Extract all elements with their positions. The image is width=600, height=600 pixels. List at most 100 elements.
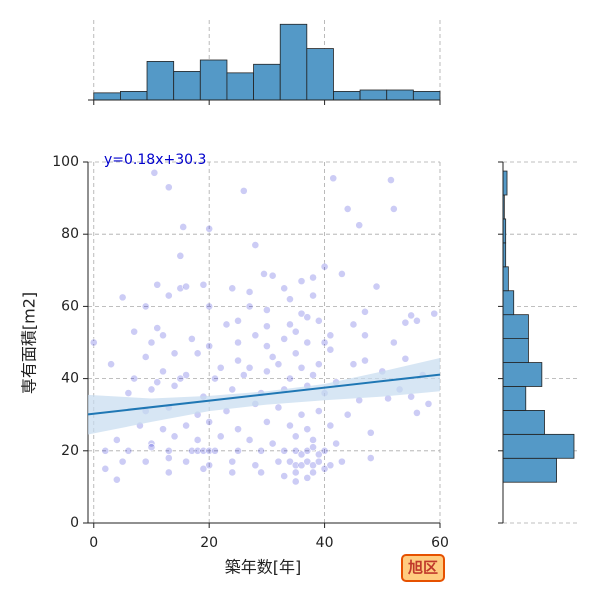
- point: [338, 270, 346, 278]
- point: [170, 432, 179, 441]
- point: [222, 320, 231, 329]
- point: [401, 354, 410, 363]
- point: [309, 443, 317, 452]
- point: [372, 282, 381, 291]
- bar: [226, 72, 254, 101]
- point: [239, 186, 248, 195]
- point: [147, 385, 156, 394]
- point: [159, 425, 167, 434]
- bar: [120, 91, 148, 101]
- point: [262, 418, 271, 426]
- fit-line: [87, 373, 441, 416]
- point: [199, 464, 208, 473]
- point: [187, 446, 196, 455]
- point: [297, 309, 306, 318]
- point: [150, 168, 159, 177]
- point: [193, 446, 202, 455]
- point: [205, 461, 214, 470]
- point: [291, 446, 300, 455]
- point: [343, 205, 352, 213]
- point: [205, 224, 214, 233]
- point: [205, 446, 214, 455]
- point: [268, 439, 277, 448]
- point: [314, 407, 323, 415]
- y-tick-label: 0: [70, 515, 79, 531]
- point: [164, 468, 173, 477]
- point: [216, 363, 225, 372]
- point: [153, 378, 162, 387]
- point: [286, 295, 294, 304]
- bar: [412, 91, 441, 101]
- point: [303, 457, 312, 466]
- point: [182, 457, 190, 466]
- point: [309, 371, 317, 379]
- point: [216, 432, 225, 441]
- point: [228, 468, 237, 477]
- point: [101, 446, 110, 455]
- bar: [502, 457, 557, 483]
- point: [257, 446, 266, 455]
- point: [141, 457, 150, 466]
- point: [297, 450, 306, 459]
- point: [387, 176, 395, 184]
- point: [182, 282, 190, 291]
- point: [262, 367, 271, 376]
- badge: 旭区: [407, 559, 438, 577]
- point: [107, 360, 115, 369]
- point: [234, 338, 242, 347]
- bar: [93, 92, 121, 101]
- point: [303, 446, 312, 455]
- point: [147, 443, 156, 452]
- point: [245, 363, 254, 372]
- point: [332, 439, 341, 448]
- y-tick-label: 80: [61, 226, 79, 242]
- annotation: y=0.18x+30.3: [104, 152, 206, 168]
- point: [430, 309, 439, 318]
- point: [314, 457, 323, 466]
- y-tick-label: 100: [52, 154, 79, 170]
- point: [338, 457, 346, 466]
- point: [366, 454, 375, 462]
- point: [164, 183, 173, 192]
- point: [112, 436, 121, 444]
- point: [101, 464, 110, 473]
- point: [303, 473, 312, 482]
- point: [274, 457, 283, 466]
- point: [176, 284, 185, 293]
- x-axis-label: 築年数[年]: [225, 558, 302, 577]
- point: [193, 436, 202, 444]
- point: [262, 306, 271, 314]
- point: [361, 331, 369, 340]
- point: [228, 457, 237, 466]
- bar: [199, 59, 228, 101]
- point: [245, 302, 254, 311]
- bar: [502, 362, 543, 387]
- point: [274, 403, 283, 412]
- point: [182, 371, 190, 379]
- bar: [253, 63, 281, 101]
- point: [297, 277, 306, 286]
- point: [320, 446, 329, 455]
- point: [234, 316, 242, 325]
- point: [211, 374, 219, 383]
- bar: [306, 48, 334, 101]
- point: [89, 338, 98, 347]
- point: [320, 464, 329, 473]
- point: [361, 356, 369, 365]
- point: [268, 271, 277, 280]
- point: [179, 223, 188, 231]
- point: [228, 284, 237, 293]
- point: [314, 360, 323, 369]
- point: [153, 324, 162, 332]
- point: [297, 461, 306, 470]
- point: [326, 461, 335, 470]
- point: [170, 381, 179, 390]
- point: [262, 322, 271, 331]
- point: [228, 385, 237, 394]
- point: [268, 353, 277, 361]
- point: [389, 338, 398, 347]
- point: [326, 331, 335, 340]
- point: [234, 446, 242, 455]
- bar: [502, 290, 515, 316]
- point: [280, 446, 289, 455]
